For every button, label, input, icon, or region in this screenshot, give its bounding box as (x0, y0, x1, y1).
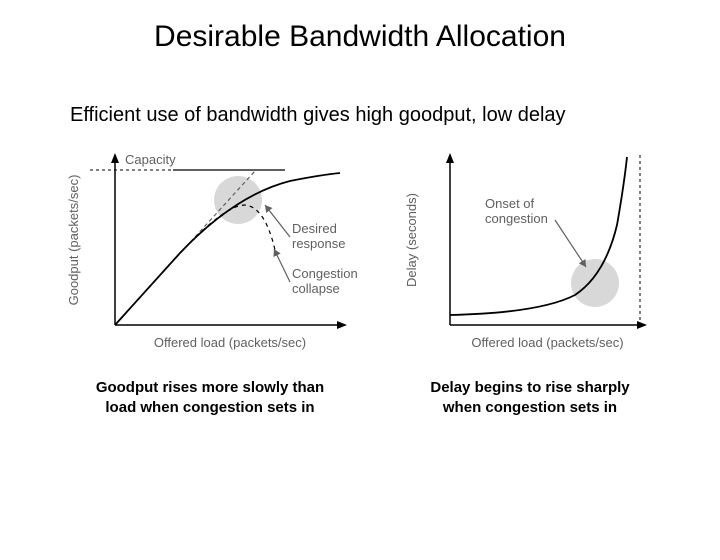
delay-caption-line1: Delay begins to rise sharply (430, 379, 629, 396)
delay-svg: Onset ofcongestion Delay (seconds) Offered… (400, 145, 660, 355)
captions-row: Goodput rises more slowly than load when… (0, 378, 720, 417)
svg-text:Desired: Desired (292, 221, 337, 236)
delay-caption: Delay begins to rise sharply when conges… (400, 378, 660, 417)
svg-text:Onset of: Onset of (485, 196, 535, 211)
svg-text:Delay (seconds): Delay (seconds) (404, 193, 419, 287)
subtitle: Efficient use of bandwidth gives high go… (70, 104, 720, 127)
goodput-caption: Goodput rises more slowly than load when… (60, 378, 360, 417)
svg-text:Offered load (packets/sec): Offered load (packets/sec) (471, 335, 623, 350)
charts-row: Capacity Desiredresponse Congestioncollaps… (0, 145, 720, 360)
svg-text:congestion: congestion (485, 211, 548, 226)
svg-text:Offered load (packets/sec): Offered load (packets/sec) (154, 335, 306, 350)
svg-text:Goodput (packets/sec): Goodput (packets/sec) (66, 175, 81, 306)
goodput-caption-line2: load when congestion sets in (105, 399, 314, 416)
svg-text:Capacity: Capacity (125, 152, 176, 167)
page-title: Desirable Bandwidth Allocation (0, 20, 720, 54)
delay-chart: Onset ofcongestion Delay (seconds) Offered… (400, 145, 660, 360)
goodput-svg: Capacity Desiredresponse Congestioncollaps… (60, 145, 360, 355)
svg-text:response: response (292, 236, 345, 251)
goodput-chart: Capacity Desiredresponse Congestioncollaps… (60, 145, 360, 360)
svg-text:collapse: collapse (292, 281, 340, 296)
goodput-caption-line1: Goodput rises more slowly than (96, 379, 324, 396)
svg-text:Congestion: Congestion (292, 266, 358, 281)
delay-caption-line2: when congestion sets in (443, 399, 617, 416)
